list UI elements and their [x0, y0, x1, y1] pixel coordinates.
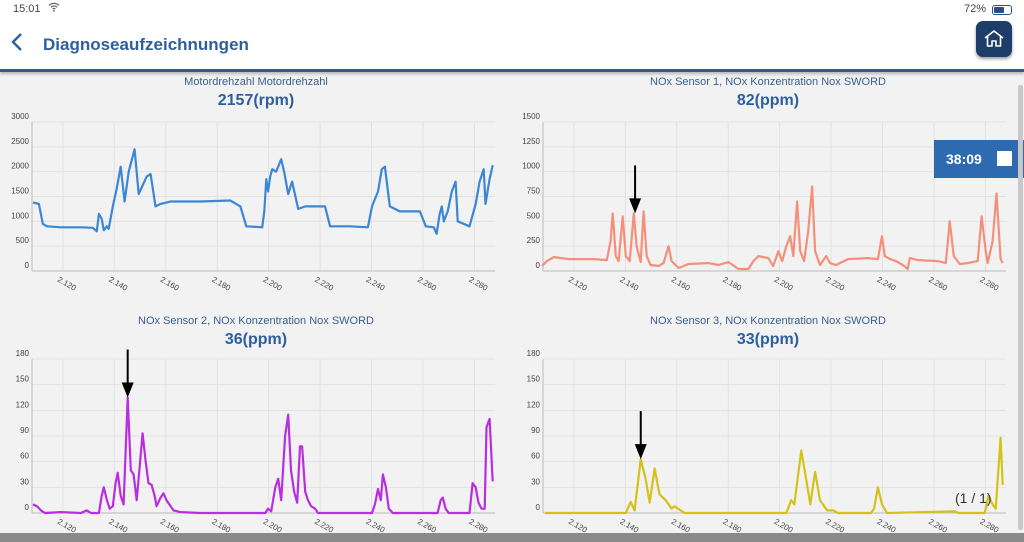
nox3-y-tick-label: 0 — [536, 503, 541, 512]
rpm-x-tick-label: 2.260 — [416, 275, 438, 293]
nox3-y-tick-label: 30 — [531, 477, 540, 486]
back-button[interactable] — [10, 32, 24, 56]
nox2-annotation-arrow-icon — [121, 382, 134, 398]
nox1-x-tick-label: 2.240 — [876, 275, 898, 293]
nox1-x-tick-label: 2.220 — [824, 275, 846, 293]
nox3-y-tick-label: 90 — [531, 426, 540, 435]
wifi-icon — [48, 2, 60, 15]
battery-icon — [992, 5, 1012, 15]
scrollbar[interactable] — [1018, 85, 1023, 530]
chart-value-nox3: 33(ppm) — [736, 331, 800, 348]
nox3-y-tick-label: 120 — [527, 400, 541, 409]
nox1-y-tick-label: 500 — [527, 211, 541, 220]
nox3-series-line — [545, 436, 1004, 515]
rpm-x-tick-label: 2.140 — [107, 275, 129, 293]
nox1-y-tick-label: 750 — [527, 187, 541, 196]
nox2-series-line — [32, 396, 494, 515]
status-time: 15:01 — [13, 3, 41, 15]
nox2-y-tick-label: 120 — [16, 400, 30, 409]
rpm-y-tick-label: 500 — [16, 236, 30, 245]
rpm-y-tick-label: 3000 — [11, 112, 29, 121]
chart-value-nox2: 36(ppm) — [224, 331, 288, 348]
nox1-x-tick-label: 2.120 — [567, 275, 589, 293]
chart-title-rpm: Motordrehzahl Motordrehzahl — [184, 76, 328, 88]
nox1-series-line — [541, 185, 1004, 271]
bottom-bar — [0, 533, 1024, 542]
nox3-y-tick-label: 180 — [527, 349, 541, 358]
rpm-series-line — [32, 148, 494, 235]
chart-value-rpm: 2157(rpm) — [217, 92, 295, 109]
rpm-x-tick-label: 2.120 — [56, 275, 78, 293]
rpm-x-tick-label: 2.220 — [313, 275, 335, 293]
page-indicator: (1 / 1) — [955, 490, 992, 506]
status-bar: 15:01 72% — [0, 0, 1024, 20]
rpm-x-tick-label: 2.160 — [159, 275, 181, 293]
rpm-y-tick-label: 2000 — [11, 162, 29, 171]
rpm-y-tick-label: 1000 — [11, 211, 29, 220]
nox3-y-tick-label: 60 — [531, 452, 540, 461]
nox1-x-tick-label: 2.280 — [978, 275, 1000, 293]
app-header: Diagnoseaufzeichnungen — [0, 20, 1024, 72]
rpm-x-tick-label: 2.200 — [262, 275, 284, 293]
rpm-y-tick-label: 1500 — [11, 187, 29, 196]
battery-percentage: 72% — [963, 3, 986, 15]
nox1-x-tick-label: 2.160 — [670, 275, 692, 293]
nox1-y-tick-label: 1250 — [522, 137, 540, 146]
timer-label: 38:09 — [946, 151, 982, 167]
chart-title-nox3: NOx Sensor 3, NOx Konzentration Nox SWOR… — [650, 315, 886, 327]
nox2-y-tick-label: 150 — [16, 375, 30, 384]
nox1-y-tick-label: 250 — [527, 236, 541, 245]
home-icon — [984, 30, 1004, 47]
nox2-y-tick-label: 0 — [25, 503, 30, 512]
nox1-x-tick-label: 2.200 — [773, 275, 795, 293]
nox1-y-tick-label: 0 — [536, 261, 541, 270]
chart-title-nox1: NOx Sensor 1, NOx Konzentration Nox SWOR… — [650, 76, 886, 88]
nox1-x-tick-label: 2.180 — [721, 275, 743, 293]
rpm-x-tick-label: 2.240 — [365, 275, 387, 293]
rpm-x-tick-label: 2.280 — [467, 275, 489, 293]
rpm-y-tick-label: 0 — [25, 261, 30, 270]
recording-timer[interactable]: 38:09 — [934, 140, 1024, 178]
nox2-y-tick-label: 30 — [20, 477, 29, 486]
nox1-annotation-arrow-icon — [629, 198, 642, 214]
nox1-x-tick-label: 2.140 — [618, 275, 640, 293]
stop-icon[interactable] — [997, 151, 1012, 166]
chevron-left-icon — [11, 33, 22, 51]
page-title: Diagnoseaufzeichnungen — [43, 35, 249, 54]
rpm-y-tick-label: 2500 — [11, 137, 29, 146]
home-button[interactable] — [976, 21, 1012, 57]
nox2-y-tick-label: 60 — [20, 452, 29, 461]
nox1-y-tick-label: 1000 — [522, 162, 540, 171]
rpm-x-tick-label: 2.180 — [210, 275, 232, 293]
chart-title-nox2: NOx Sensor 2, NOx Konzentration Nox SWOR… — [138, 315, 374, 327]
nox3-annotation-arrow-icon — [634, 444, 647, 460]
nox1-x-tick-label: 2.260 — [927, 275, 949, 293]
nox2-y-tick-label: 180 — [16, 349, 30, 358]
chart-value-nox1: 82(ppm) — [736, 92, 800, 109]
nox1-y-tick-label: 1500 — [522, 112, 540, 121]
nox3-y-tick-label: 150 — [527, 375, 541, 384]
nox2-y-tick-label: 90 — [20, 426, 29, 435]
